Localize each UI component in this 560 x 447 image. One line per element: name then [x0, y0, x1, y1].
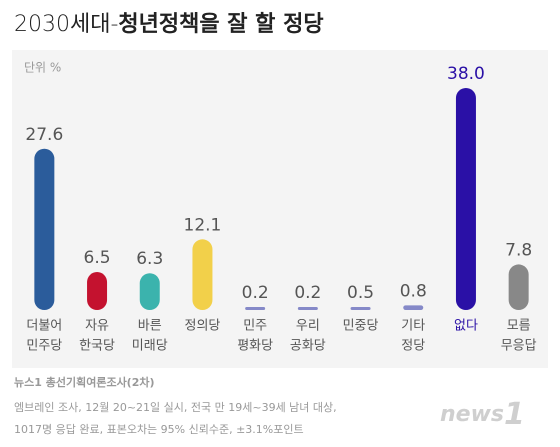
bar — [245, 307, 266, 310]
value-label: 27.6 — [25, 125, 63, 145]
bar — [455, 88, 476, 310]
category-label: 기타 — [401, 319, 425, 334]
value-label: 38.0 — [447, 64, 485, 84]
category-label: 민주 — [243, 319, 267, 334]
value-label: 0.2 — [294, 283, 321, 303]
category-label: 정의당 — [185, 319, 221, 334]
bar — [87, 272, 108, 310]
logo: news1 — [440, 397, 525, 432]
category-label: 공화당 — [290, 339, 326, 354]
category-label: 한국당 — [79, 339, 115, 354]
bar — [508, 264, 529, 310]
logo-number: 1 — [504, 397, 525, 432]
logo-text: news — [440, 402, 504, 427]
category-label: 평화당 — [237, 339, 273, 354]
chart-title: 2030세대-청년정책을 잘 할 정당 — [14, 12, 324, 37]
note-line: 1017명 응답 완료, 표본오차는 95% 신뢰수준, ±3.1%포인트 — [14, 423, 304, 436]
category-label: 무응답 — [501, 339, 537, 354]
bar — [192, 239, 213, 310]
note-line: 엠브레인 조사, 12월 20~21일 실시, 전국 만 19세~39세 남녀 … — [14, 400, 337, 414]
source-title: 뉴스1 총선기획여론조사(2차) — [14, 375, 155, 389]
category-label: 모름 — [507, 319, 531, 334]
category-label: 정당 — [401, 339, 425, 354]
bar — [297, 307, 318, 310]
unit-label: 단위 % — [24, 61, 61, 75]
value-label: 6.3 — [136, 249, 163, 269]
value-label: 0.8 — [400, 281, 427, 301]
title-prefix: 2030세대- — [14, 12, 118, 37]
value-label: 7.8 — [505, 240, 532, 260]
bar — [139, 273, 160, 310]
category-label: 없다 — [454, 319, 478, 334]
category-label: 더불어 — [26, 319, 62, 334]
category-label: 민주당 — [26, 339, 62, 354]
category-label: 우리 — [296, 319, 320, 334]
category-label: 민중당 — [343, 319, 379, 334]
bar — [34, 148, 55, 310]
value-label: 0.5 — [347, 283, 374, 303]
value-label: 12.1 — [184, 215, 222, 235]
bar — [350, 307, 371, 310]
category-label: 자유 — [85, 319, 109, 334]
category-label: 바른 — [138, 319, 162, 334]
bar — [403, 305, 424, 310]
value-label: 6.5 — [84, 248, 111, 268]
value-label: 0.2 — [242, 283, 269, 303]
category-label: 미래당 — [132, 339, 168, 354]
title-main: 청년정책을 잘 할 정당 — [118, 12, 323, 37]
